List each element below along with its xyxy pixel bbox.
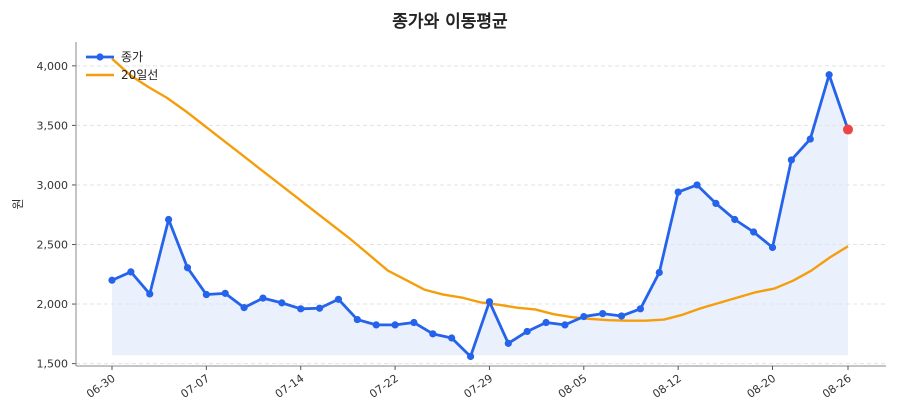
close-point [240, 304, 248, 312]
close-point [353, 315, 361, 324]
close-point [599, 309, 607, 318]
close-point [731, 215, 739, 224]
close-point [466, 352, 475, 361]
close-point [542, 318, 550, 327]
close-point [278, 299, 286, 307]
y-tick-label: 4,000 [37, 60, 69, 73]
close-point [165, 215, 173, 224]
close-point [183, 264, 192, 272]
y-axis-label: 원 [11, 198, 25, 209]
y-tick-label: 3,000 [37, 179, 69, 192]
x-tick-label: 07-29 [462, 372, 496, 401]
x-tick-label: 07-14 [273, 372, 307, 401]
close-point [127, 268, 135, 276]
close-point [580, 312, 588, 321]
close-point [561, 321, 569, 329]
x-tick-label: 07-22 [367, 372, 401, 401]
close-point [693, 181, 701, 189]
close-point [259, 294, 267, 302]
close-point [750, 228, 758, 236]
close-point [146, 290, 154, 298]
close-point [655, 268, 663, 277]
y-tick-label: 3,500 [37, 119, 69, 132]
close-point [674, 188, 682, 196]
close-point [429, 330, 437, 338]
legend-close-label: 종가 [121, 50, 143, 64]
legend-ma20-label: 20일선 [121, 68, 158, 82]
close-line [111, 73, 850, 358]
close-point [768, 243, 777, 252]
x-tick-label: 06-30 [84, 372, 118, 401]
close-point [787, 156, 795, 164]
close-point [523, 327, 531, 336]
chart-title: 종가와 이동평균 [392, 12, 508, 32]
close-point [315, 304, 324, 312]
close-point [485, 298, 494, 306]
close-point [372, 321, 380, 329]
close-point [504, 339, 512, 347]
y-tick-label: 1,500 [37, 358, 69, 371]
close-point [806, 135, 814, 143]
y-tick-label: 2,500 [37, 239, 69, 252]
x-tick-label: 08-05 [556, 372, 590, 401]
close-point [410, 318, 418, 327]
close-point [617, 312, 626, 320]
close-point [825, 71, 833, 79]
ma20-line [111, 57, 849, 322]
x-tick-label: 08-12 [650, 372, 684, 401]
close-point [391, 321, 399, 329]
close-last-point [843, 124, 853, 135]
y-tick-label: 2,000 [37, 298, 69, 311]
close-point [448, 334, 456, 342]
close-point [108, 276, 116, 284]
close-point [712, 199, 720, 208]
close-point [297, 305, 305, 313]
x-tick-label: 07-07 [178, 372, 212, 401]
close-point [221, 289, 229, 297]
x-tick-label: 08-20 [745, 372, 779, 401]
close-point [636, 305, 645, 313]
close-point [202, 290, 210, 299]
x-tick-label: 08-26 [820, 372, 854, 401]
close-point [334, 295, 343, 303]
close-area-fill [112, 74, 848, 357]
legend-close-marker [96, 53, 104, 61]
